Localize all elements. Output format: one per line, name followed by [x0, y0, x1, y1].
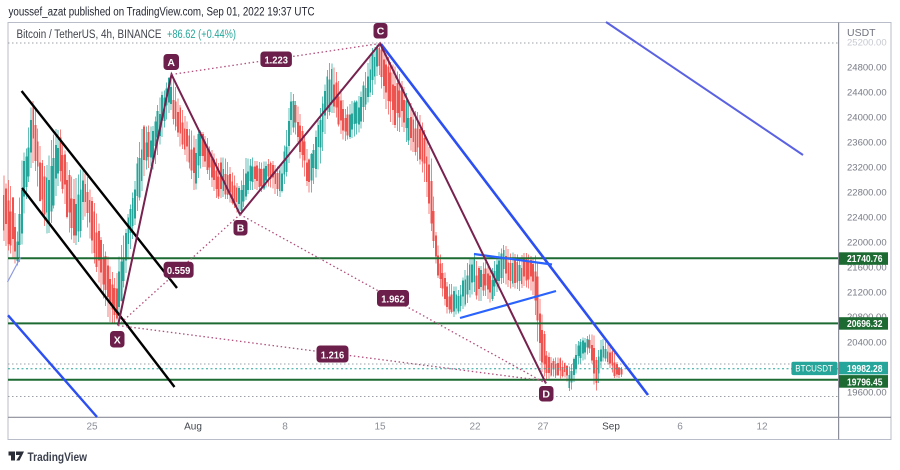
svg-text:6: 6 [677, 422, 683, 433]
svg-text:Aug: Aug [184, 422, 202, 433]
svg-text:Bitcoin / TetherUS, 4h, BINANC: Bitcoin / TetherUS, 4h, BINANCE [17, 29, 162, 41]
svg-text:TradingView: TradingView [28, 450, 88, 464]
svg-text:20696.32: 20696.32 [847, 319, 883, 330]
svg-text:19982.28: 19982.28 [847, 364, 883, 375]
svg-text:22000.00: 22000.00 [847, 237, 887, 248]
svg-text:12: 12 [756, 422, 768, 433]
svg-text:21740.76: 21740.76 [847, 254, 883, 265]
svg-text:24000.00: 24000.00 [847, 112, 887, 123]
svg-text:+86.62 (+0.44%): +86.62 (+0.44%) [167, 29, 236, 41]
svg-text:USDT: USDT [847, 27, 876, 39]
svg-text:A: A [167, 57, 175, 69]
svg-text:Sep: Sep [602, 422, 620, 433]
svg-text:27: 27 [537, 422, 549, 433]
svg-text:D: D [542, 389, 550, 401]
svg-text:22: 22 [469, 422, 481, 433]
svg-text:1.223: 1.223 [264, 54, 288, 66]
svg-text:19600.00: 19600.00 [847, 388, 887, 399]
svg-text:0.559: 0.559 [167, 265, 191, 277]
svg-text:25200.00: 25200.00 [847, 37, 887, 48]
svg-text:19796.45: 19796.45 [847, 377, 883, 388]
svg-text:15: 15 [374, 422, 386, 433]
svg-text:25: 25 [86, 422, 98, 433]
svg-text:21600.00: 21600.00 [847, 262, 887, 273]
svg-text:1.216: 1.216 [321, 349, 345, 361]
svg-text:1.962: 1.962 [381, 294, 405, 306]
svg-text:20400.00: 20400.00 [847, 338, 887, 349]
svg-text:22800.00: 22800.00 [847, 187, 887, 198]
svg-text:C: C [377, 26, 385, 38]
svg-text:21200.00: 21200.00 [847, 287, 887, 298]
svg-text:23600.00: 23600.00 [847, 137, 887, 148]
svg-text:8: 8 [282, 422, 288, 433]
svg-text:24800.00: 24800.00 [847, 62, 887, 73]
svg-text:22400.00: 22400.00 [847, 212, 887, 223]
svg-text:24400.00: 24400.00 [847, 87, 887, 98]
svg-text:BTCUSDT: BTCUSDT [795, 363, 833, 374]
svg-text:23200.00: 23200.00 [847, 162, 887, 173]
svg-text:youssef_azat published on Trad: youssef_azat published on TradingView.co… [9, 6, 315, 18]
svg-text:B: B [237, 223, 245, 235]
svg-text:X: X [114, 335, 121, 347]
